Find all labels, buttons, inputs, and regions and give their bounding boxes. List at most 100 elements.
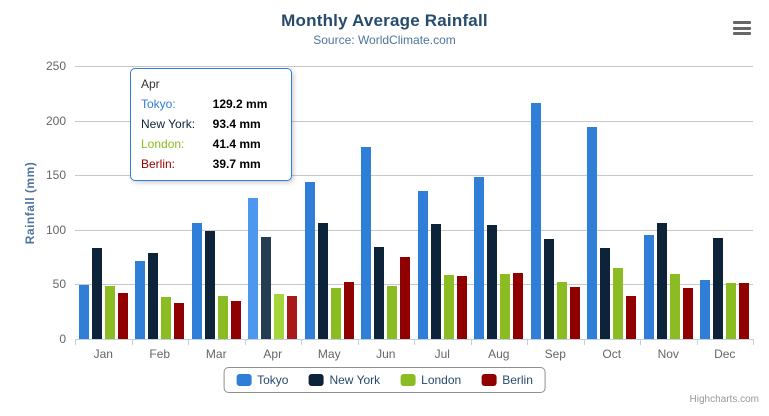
bar-tokyo-aug[interactable] [474, 177, 485, 339]
x-axis-tick [358, 340, 359, 345]
credits-link[interactable]: Highcharts.com [689, 394, 759, 405]
bar-london-jan[interactable] [104, 286, 115, 339]
bar-new-york-apr[interactable] [261, 237, 272, 339]
hamburger-icon [733, 26, 751, 30]
tooltip-header: Apr [141, 77, 160, 91]
bar-london-feb[interactable] [161, 297, 172, 339]
bar-berlin-jul[interactable] [456, 276, 467, 339]
bar-berlin-apr[interactable] [287, 296, 298, 339]
bar-london-aug[interactable] [500, 274, 511, 339]
legend-symbol-icon [236, 374, 252, 386]
bar-group-jun [358, 66, 415, 339]
bar-new-york-dec[interactable] [713, 238, 724, 339]
bar-tokyo-oct[interactable] [587, 127, 598, 339]
bar-london-jul[interactable] [443, 275, 454, 339]
hamburger-icon [733, 21, 751, 24]
bar-new-york-aug[interactable] [487, 225, 498, 339]
bar-tokyo-mar[interactable] [191, 223, 202, 339]
x-axis-label: Jan [93, 347, 113, 361]
bar-tokyo-feb[interactable] [135, 261, 146, 339]
x-axis-tick [245, 340, 246, 345]
x-axis-label: Oct [602, 347, 622, 361]
legend-symbol-icon [308, 374, 324, 386]
bar-group-jan [75, 66, 132, 339]
bar-new-york-oct[interactable] [600, 248, 611, 339]
y-axis-label: 50 [52, 277, 66, 292]
legend-item-tokyo[interactable]: Tokyo [236, 373, 288, 387]
bar-new-york-jul[interactable] [430, 224, 441, 339]
gridline [75, 284, 753, 286]
y-axis-label: 250 [45, 59, 66, 73]
bar-tokyo-dec[interactable] [700, 280, 711, 339]
x-axis-tick [301, 340, 302, 345]
bar-berlin-dec[interactable] [739, 283, 750, 339]
bar-tokyo-jul[interactable] [417, 191, 428, 339]
x-axis-tick [640, 340, 641, 345]
gridline [75, 175, 753, 177]
y-axis-label: 0 [59, 332, 66, 346]
bar-new-york-jun[interactable] [374, 247, 385, 339]
x-axis-line [75, 339, 754, 340]
export-menu-button[interactable] [733, 21, 753, 35]
bar-group-oct [584, 66, 641, 339]
gridline [75, 120, 753, 122]
bar-berlin-jun[interactable] [400, 257, 411, 339]
bar-london-jun[interactable] [387, 286, 398, 339]
bar-london-apr[interactable] [274, 294, 285, 339]
bar-london-mar[interactable] [217, 296, 228, 339]
bar-new-york-mar[interactable] [204, 231, 215, 339]
bar-group-mar [188, 66, 245, 339]
bar-berlin-mar[interactable] [230, 301, 241, 339]
bar-new-york-may[interactable] [317, 223, 328, 339]
x-axis-label: May [317, 347, 341, 361]
bar-berlin-sep[interactable] [569, 287, 580, 339]
x-axis-tick [584, 340, 585, 345]
x-axis-tick [188, 340, 189, 345]
bar-group-may [301, 66, 358, 339]
x-axis-label: Feb [149, 347, 171, 361]
x-axis-tick [697, 340, 698, 345]
x-axis-label: Aug [488, 347, 510, 361]
bar-group-aug [471, 66, 528, 339]
bar-berlin-nov[interactable] [682, 288, 693, 339]
bar-tokyo-apr[interactable] [248, 198, 259, 339]
x-axis-label: Jun [376, 347, 396, 361]
bar-london-dec[interactable] [726, 283, 737, 339]
legend-label: London [421, 373, 462, 387]
bar-berlin-oct[interactable] [626, 296, 637, 339]
bar-berlin-jan[interactable] [117, 293, 128, 339]
bar-london-oct[interactable] [613, 268, 624, 339]
tooltip-series-value: 39.7 mm [212, 157, 261, 171]
tooltip: Apr Tokyo: 129.2 mm New York: 93.4 mm London… [130, 68, 292, 181]
bar-berlin-aug[interactable] [513, 273, 524, 339]
gridline [75, 229, 753, 231]
bar-london-may[interactable] [330, 288, 341, 339]
bar-tokyo-sep[interactable] [530, 103, 541, 339]
bar-london-sep[interactable] [556, 282, 567, 339]
y-axis-label: 100 [45, 222, 66, 237]
tooltip-series-label: New York: [141, 117, 196, 131]
bar-tokyo-nov[interactable] [643, 235, 654, 339]
bar-tokyo-jun[interactable] [361, 147, 372, 339]
legend-item-london[interactable]: London [400, 373, 461, 387]
x-axis-tick [414, 340, 415, 345]
bar-berlin-feb[interactable] [174, 303, 185, 339]
bar-new-york-sep[interactable] [543, 239, 554, 339]
bar-new-york-nov[interactable] [656, 223, 667, 339]
bar-new-york-feb[interactable] [148, 253, 159, 339]
bar-tokyo-jan[interactable] [78, 285, 89, 339]
bar-new-york-jan[interactable] [91, 248, 102, 339]
legend-item-berlin[interactable]: Berlin [481, 373, 533, 387]
bar-group-sep [527, 66, 584, 339]
tooltip-rows: Tokyo: 129.2 mm New York: 93.4 mm London: 41.… [141, 96, 279, 172]
x-axis-label: Dec [714, 347, 736, 361]
legend-item-new-york[interactable]: New York [308, 373, 380, 387]
x-axis-tick [471, 340, 472, 345]
x-axis-tick [75, 340, 76, 345]
bar-london-nov[interactable] [669, 274, 680, 339]
tooltip-series-label: London: [141, 137, 185, 151]
hamburger-icon [733, 32, 751, 35]
bar-berlin-may[interactable] [343, 282, 354, 339]
bar-tokyo-may[interactable] [304, 182, 315, 339]
x-axis-label: Apr [263, 347, 283, 361]
